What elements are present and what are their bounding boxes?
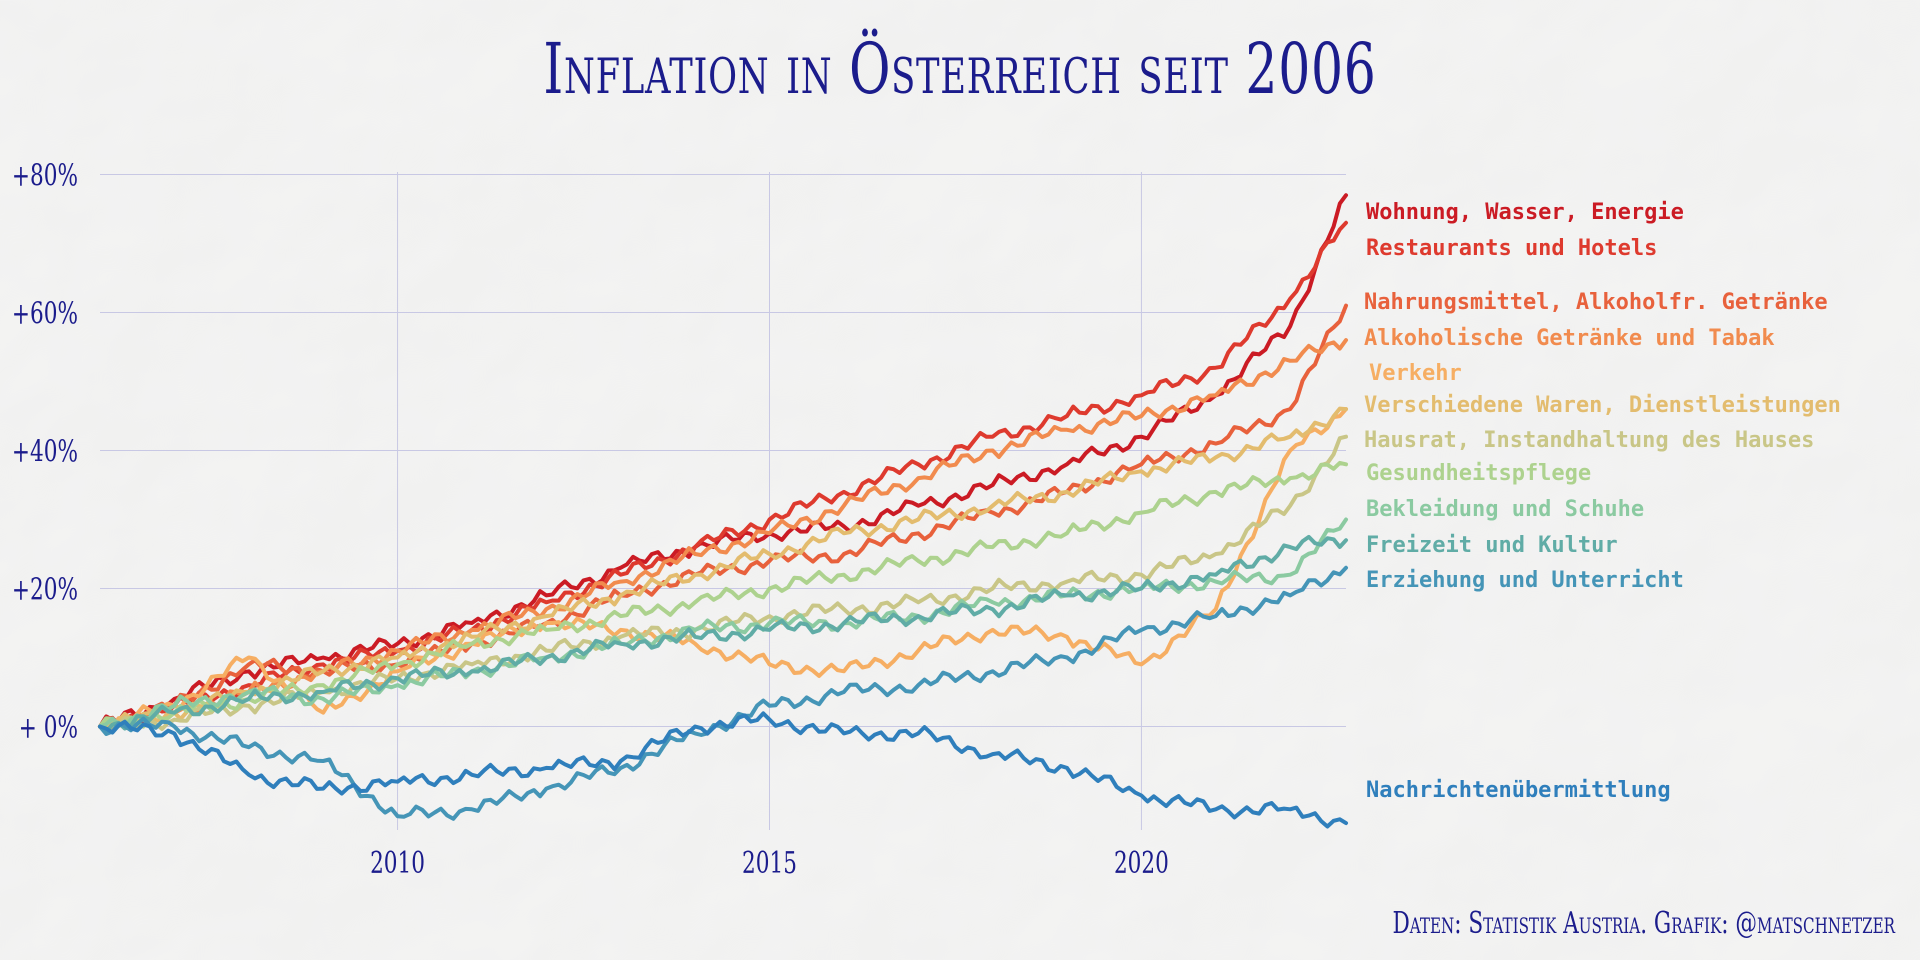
series-label: Nahrungsmittel, Alkoholfr. Getränke [1364, 290, 1828, 315]
series-label: Restaurants und Hotels [1366, 236, 1657, 261]
source-caption: Daten: Statistik Austria. Grafik: @matsc… [1392, 906, 1895, 941]
series-line [98, 220, 1348, 729]
series-label: Bekleidung und Schuhe [1366, 497, 1644, 522]
y-tick-label: +40% [12, 435, 78, 469]
series-lines [98, 193, 1348, 829]
series-label: Gesundheitspflege [1366, 461, 1591, 486]
series-label: Verkehr [1369, 361, 1462, 386]
y-tick-label: +60% [12, 297, 78, 331]
series-label: Verschiedene Waren, Dienstleistungen [1364, 393, 1841, 418]
y-tick-label: +20% [12, 573, 78, 607]
series-label: Erziehung und Unterricht [1366, 568, 1684, 593]
y-tick-label: +80% [12, 159, 78, 193]
series-label: Wohnung, Wasser, Energie [1366, 200, 1684, 225]
y-tick-labels: + 0% +20% +40% +60% +80% [12, 159, 78, 745]
series-line [98, 460, 1348, 729]
series-labels: Wohnung, Wasser, Energie Restaurants und … [1364, 200, 1841, 803]
series-line [98, 534, 1348, 734]
x-tick-label: 2020 [1114, 847, 1169, 881]
series-label: Hausrat, Instandhaltung des Hauses [1364, 428, 1814, 453]
series-label: Freizeit und Kultur [1366, 533, 1618, 558]
y-tick-label: + 0% [19, 711, 78, 745]
series-line [98, 565, 1348, 821]
chart-title: Inflation in Österreich seit 2006 [543, 28, 1377, 110]
series-line [98, 406, 1348, 731]
series-line [98, 338, 1348, 735]
series-label: Nachrichtenübermittlung [1366, 778, 1671, 803]
series-line [98, 711, 1348, 829]
series-line [98, 303, 1348, 730]
x-tick-label: 2015 [742, 847, 797, 881]
x-tick-labels: 2010 2015 2020 [370, 847, 1169, 881]
x-tick-label: 2010 [370, 847, 425, 881]
series-label: Alkoholische Getränke und Tabak [1364, 326, 1775, 351]
